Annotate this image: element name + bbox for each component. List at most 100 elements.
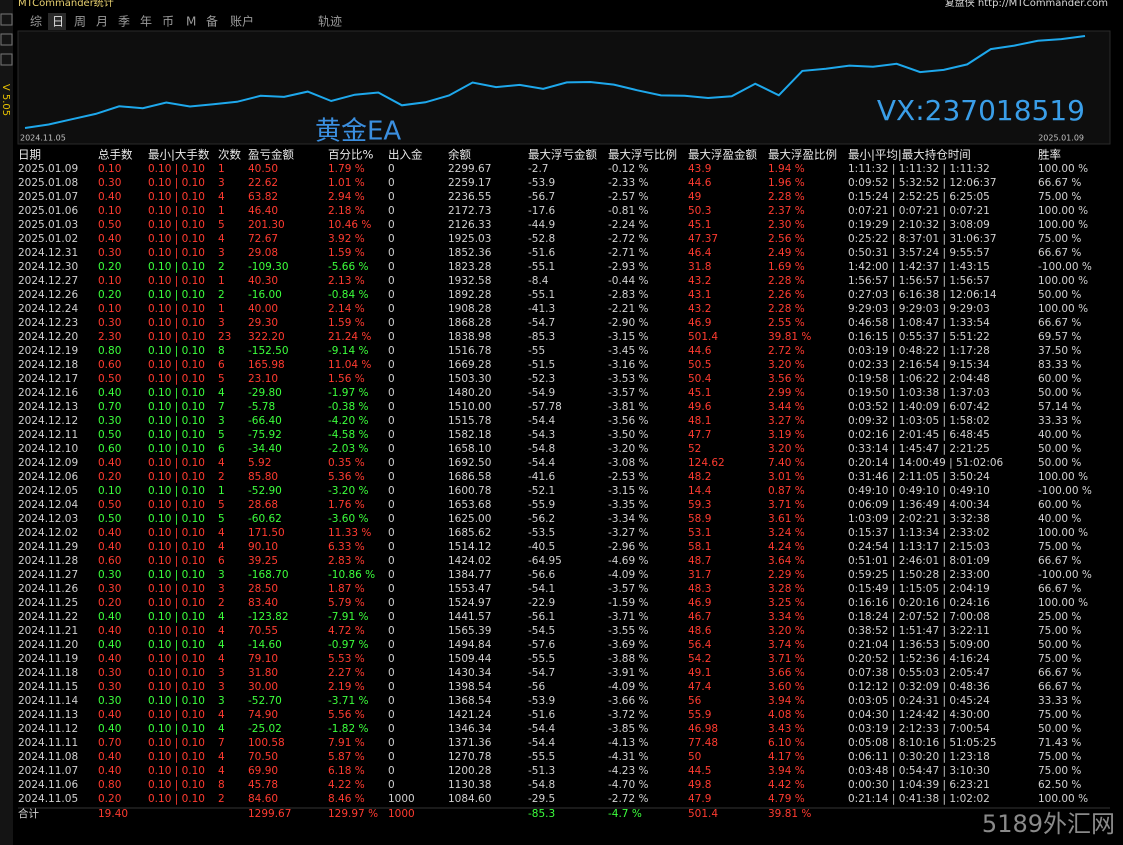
table-cell: 1:42:00 | 1:42:37 | 1:43:15 bbox=[848, 261, 990, 273]
table-cell: 2024.12.02 bbox=[18, 527, 78, 539]
tool-icon[interactable] bbox=[0, 53, 13, 66]
table-cell: 0.40 bbox=[98, 709, 121, 721]
table-cell: -3.66 % bbox=[608, 695, 649, 707]
table-cell: 0:07:21 | 0:07:21 | 0:07:21 bbox=[848, 205, 990, 217]
table-cell: 100.00 % bbox=[1038, 471, 1088, 483]
table-cell: 3.74 % bbox=[768, 639, 805, 651]
table-cell: 0 bbox=[388, 373, 395, 385]
table-cell: 0.50 bbox=[98, 513, 121, 525]
table-cell: 0.30 bbox=[98, 681, 121, 693]
table-cell: 75.00 % bbox=[1038, 653, 1081, 665]
table-cell: 0.10 | 0.10 bbox=[148, 569, 205, 581]
table-cell: 0:03:19 | 0:48:22 | 1:17:28 bbox=[848, 345, 990, 357]
table-cell: -54.7 bbox=[528, 667, 555, 679]
table-cell: 0 bbox=[388, 345, 395, 357]
table-cell: 1.79 % bbox=[328, 163, 365, 175]
table-cell: -41.6 bbox=[528, 471, 555, 483]
table-cell: 7 bbox=[218, 401, 225, 413]
tab[interactable]: 综 bbox=[30, 15, 42, 29]
table-cell: 1925.03 bbox=[448, 233, 491, 245]
tab[interactable]: 周 bbox=[74, 15, 86, 29]
table-cell: 1130.38 bbox=[448, 779, 491, 791]
table-cell: 75.00 % bbox=[1038, 191, 1081, 203]
table-cell: 1 bbox=[218, 205, 225, 217]
table-cell: 2024.11.29 bbox=[18, 541, 78, 553]
table-cell: 75.00 % bbox=[1038, 709, 1081, 721]
table-cell: -4.70 % bbox=[608, 779, 649, 791]
table-cell: 3.28 % bbox=[768, 583, 805, 595]
chart-end-label: 2025.01.09 bbox=[1038, 134, 1084, 143]
table-cell: 4 bbox=[218, 625, 225, 637]
table-cell: 0.10 | 0.10 bbox=[148, 541, 205, 553]
table-cell: -3.15 % bbox=[608, 485, 649, 497]
table-cell: 43.9 bbox=[688, 163, 711, 175]
table-cell: -109.30 bbox=[248, 261, 289, 273]
table-cell: 0.10 | 0.10 bbox=[148, 625, 205, 637]
table-cell: 0.30 bbox=[98, 569, 121, 581]
table-cell: 75.00 % bbox=[1038, 625, 1081, 637]
table-cell: -3.69 % bbox=[608, 639, 649, 651]
table-cell: -3.20 % bbox=[608, 443, 649, 455]
table-cell: -2.7 bbox=[528, 163, 549, 175]
table-cell: 48.7 bbox=[688, 555, 711, 567]
tab[interactable]: 备 bbox=[206, 15, 218, 29]
table-cell: -2.24 % bbox=[608, 219, 649, 231]
table-cell: 0 bbox=[388, 359, 395, 371]
tool-icon[interactable] bbox=[0, 13, 13, 26]
table-cell: 0 bbox=[388, 569, 395, 581]
table-cell: 66.67 % bbox=[1038, 681, 1081, 693]
table-cell: -8.4 bbox=[528, 275, 549, 287]
tab[interactable]: 季 bbox=[118, 15, 130, 29]
site-link[interactable]: 复盘侠 http://MTCommander.com bbox=[945, 0, 1108, 9]
tab[interactable]: 月 bbox=[96, 15, 108, 29]
table-cell: 0.10 | 0.10 bbox=[148, 485, 205, 497]
chart-start-label: 2024.11.05 bbox=[20, 134, 66, 143]
tab[interactable]: 年 bbox=[140, 15, 152, 29]
table-cell: 0 bbox=[388, 639, 395, 651]
table-cell: 40.00 % bbox=[1038, 429, 1081, 441]
table-cell: 2024.11.18 bbox=[18, 667, 78, 679]
table-cell: 1.94 % bbox=[768, 163, 805, 175]
table-cell: 0:20:52 | 1:52:36 | 4:16:24 bbox=[848, 653, 990, 665]
table-cell: 0:31:46 | 2:11:05 | 3:50:24 bbox=[848, 471, 990, 483]
table-cell: 0 bbox=[388, 625, 395, 637]
table-cell: 44.5 bbox=[688, 765, 711, 777]
table-cell: 1892.28 bbox=[448, 289, 491, 301]
table-cell: 0.20 bbox=[98, 261, 121, 273]
table-cell: 1503.30 bbox=[448, 373, 491, 385]
table-cell: 1692.50 bbox=[448, 457, 491, 469]
table-cell: 2.26 % bbox=[768, 289, 805, 301]
table-cell: 4 bbox=[218, 765, 225, 777]
table-cell: 1838.98 bbox=[448, 331, 491, 343]
table-cell: 0:03:19 | 2:12:33 | 7:00:54 bbox=[848, 723, 990, 735]
tab[interactable]: 币 bbox=[162, 15, 174, 29]
table-cell: 58.9 bbox=[688, 513, 711, 525]
table-cell: 0:03:05 | 0:24:31 | 0:45:24 bbox=[848, 695, 990, 707]
table-cell: -100.00 % bbox=[1038, 569, 1092, 581]
table-cell: 1868.28 bbox=[448, 317, 491, 329]
table-cell: -152.50 bbox=[248, 345, 289, 357]
table-cell: 71.43 % bbox=[1038, 737, 1081, 749]
table-cell: -3.72 % bbox=[608, 709, 649, 721]
table-cell: 21.24 % bbox=[328, 331, 371, 343]
table-cell: 0:09:32 | 1:03:05 | 1:58:02 bbox=[848, 415, 990, 427]
tab[interactable]: 账户 bbox=[230, 14, 254, 29]
table-cell: 1.59 % bbox=[328, 317, 365, 329]
table-cell: 2024.12.05 bbox=[18, 485, 78, 497]
table-cell: 2.49 % bbox=[768, 247, 805, 259]
table-cell: 2024.12.12 bbox=[18, 415, 78, 427]
table-cell: 0.10 | 0.10 bbox=[148, 261, 205, 273]
table-cell: 3 bbox=[218, 569, 225, 581]
tab[interactable]: 日 bbox=[52, 15, 64, 29]
table-cell: 0.10 | 0.10 bbox=[148, 527, 205, 539]
table-cell: 10.46 % bbox=[328, 219, 371, 231]
table-cell: 0 bbox=[388, 667, 395, 679]
table-cell: -57.6 bbox=[528, 639, 555, 651]
tool-icon[interactable] bbox=[0, 33, 13, 46]
table-cell: -54.3 bbox=[528, 429, 555, 441]
table-cell: 1.59 % bbox=[328, 247, 365, 259]
tab[interactable]: M bbox=[186, 15, 196, 29]
table-cell: 46.40 bbox=[248, 205, 278, 217]
tab[interactable]: 轨迹 bbox=[318, 15, 342, 29]
table-cell: 2025.01.09 bbox=[18, 163, 78, 175]
